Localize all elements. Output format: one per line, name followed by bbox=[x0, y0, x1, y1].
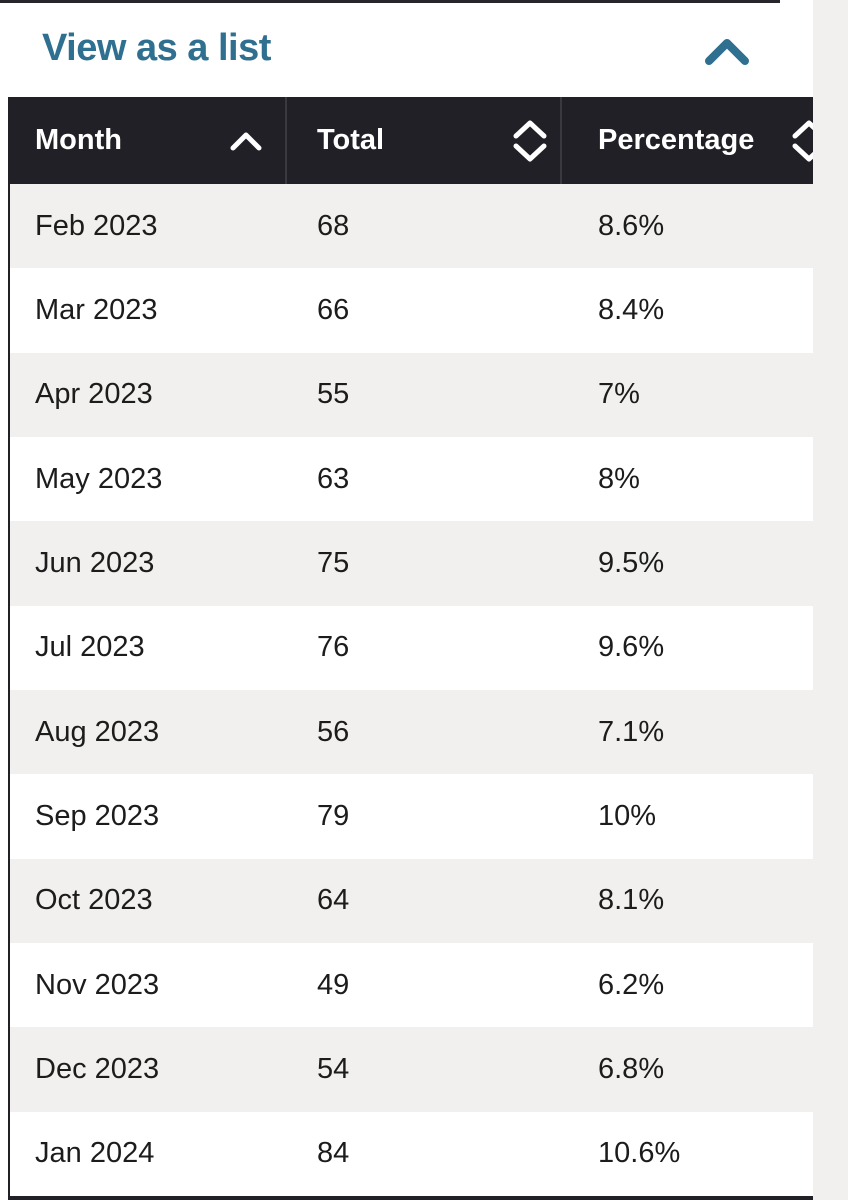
cell-total: 56 bbox=[317, 715, 350, 748]
cell-percentage: 9.6% bbox=[598, 631, 665, 664]
table-row: Aug 2023 56 7.1% bbox=[10, 689, 813, 775]
cell-percentage: 8.6% bbox=[598, 209, 665, 242]
cell-percentage: 7.1% bbox=[598, 715, 665, 748]
cell-percentage: 8% bbox=[598, 462, 640, 495]
table-row: Sep 2023 79 10% bbox=[10, 774, 813, 859]
cell-month: May 2023 bbox=[35, 462, 163, 495]
cell-total: 55 bbox=[317, 378, 350, 411]
cell-total: 84 bbox=[317, 1137, 350, 1170]
cell-percentage: 9.5% bbox=[598, 546, 665, 579]
table-row: Jul 2023 76 9.6% bbox=[10, 605, 813, 690]
table-row: Apr 2023 55 7% bbox=[10, 352, 813, 437]
chevrons-up-down-icon bbox=[787, 119, 813, 163]
table-row: Oct 2023 64 8.1% bbox=[10, 858, 813, 943]
cell-percentage: 8.4% bbox=[598, 293, 665, 326]
table-row: May 2023 63 8% bbox=[10, 436, 813, 522]
cell-total: 68 bbox=[317, 209, 350, 242]
column-header-percentage[interactable]: Percentage bbox=[560, 97, 813, 184]
cell-percentage: 7% bbox=[598, 378, 640, 411]
chevron-up-icon bbox=[229, 130, 263, 152]
chevrons-up-down-icon bbox=[508, 119, 552, 163]
cell-percentage: 6.8% bbox=[598, 1052, 665, 1085]
cell-month: Oct 2023 bbox=[35, 884, 153, 917]
table-row: Nov 2023 49 6.2% bbox=[10, 942, 813, 1028]
chevron-up-icon bbox=[704, 39, 752, 72]
table-row: Dec 2023 54 6.8% bbox=[10, 1027, 813, 1112]
table-row: Jun 2023 75 9.5% bbox=[10, 521, 813, 606]
cell-month: Feb 2023 bbox=[35, 209, 158, 242]
collapse-button[interactable] bbox=[704, 36, 752, 68]
table-header: Month Total Percentage bbox=[10, 97, 813, 184]
column-header-label: Percentage bbox=[598, 124, 755, 156]
cell-percentage: 10.6% bbox=[598, 1137, 681, 1170]
cell-total: 64 bbox=[317, 884, 350, 917]
page-background-strip bbox=[813, 0, 848, 1200]
cell-month: Nov 2023 bbox=[35, 968, 160, 1001]
cell-total: 54 bbox=[317, 1052, 350, 1085]
cell-month: Apr 2023 bbox=[35, 378, 153, 411]
cell-percentage: 8.1% bbox=[598, 884, 665, 917]
data-table: Month Total Percentage bbox=[8, 97, 813, 1200]
table-row: Mar 2023 66 8.4% bbox=[10, 268, 813, 353]
cell-total: 63 bbox=[317, 462, 350, 495]
cell-month: Jun 2023 bbox=[35, 546, 155, 579]
column-header-month[interactable]: Month bbox=[10, 97, 285, 184]
cell-month: Dec 2023 bbox=[35, 1052, 160, 1085]
cell-total: 66 bbox=[317, 293, 350, 326]
cell-month: Mar 2023 bbox=[35, 293, 158, 326]
cell-total: 79 bbox=[317, 799, 350, 832]
cell-total: 76 bbox=[317, 631, 350, 664]
list-toggle-bar: View as a list bbox=[0, 3, 813, 97]
cell-percentage: 6.2% bbox=[598, 968, 665, 1001]
column-header-label: Total bbox=[317, 124, 385, 156]
section-divider bbox=[0, 0, 780, 3]
column-header-total[interactable]: Total bbox=[285, 97, 560, 184]
cell-month: Jul 2023 bbox=[35, 631, 145, 664]
table-body: Feb 2023 68 8.6% Mar 2023 66 8.4% Apr 20… bbox=[10, 184, 813, 1196]
cell-total: 49 bbox=[317, 968, 350, 1001]
table-row: Jan 2024 84 10.6% bbox=[10, 1111, 813, 1196]
cell-month: Aug 2023 bbox=[35, 715, 160, 748]
table-row: Feb 2023 68 8.6% bbox=[10, 184, 813, 269]
cell-month: Jan 2024 bbox=[35, 1137, 155, 1170]
cell-percentage: 10% bbox=[598, 799, 657, 832]
view-as-list-link[interactable]: View as a list bbox=[42, 27, 271, 69]
cell-month: Sep 2023 bbox=[35, 799, 160, 832]
cell-total: 75 bbox=[317, 546, 350, 579]
column-header-label: Month bbox=[35, 124, 122, 156]
